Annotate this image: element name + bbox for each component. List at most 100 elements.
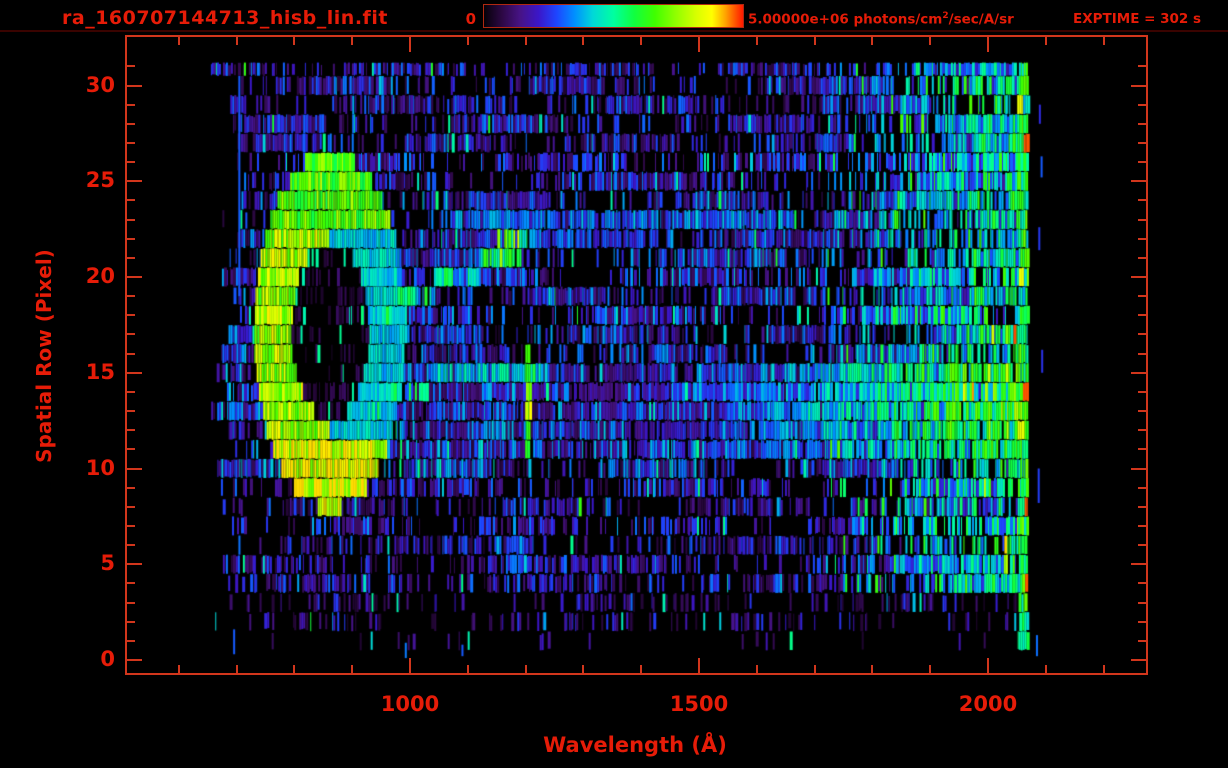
x-major-tick: [987, 658, 989, 673]
y-minor-tick: [127, 353, 135, 355]
y-minor-tick: [127, 123, 135, 125]
x-minor-tick: [467, 665, 469, 673]
y-minor-tick: [1138, 487, 1146, 489]
x-major-tick: [698, 658, 700, 673]
y-minor-tick: [127, 602, 135, 604]
x-minor-tick: [293, 665, 295, 673]
y-major-tick: [1131, 372, 1146, 374]
y-minor-tick: [127, 391, 135, 393]
x-tick-label: 1500: [669, 692, 729, 716]
y-minor-tick: [127, 333, 135, 335]
y-minor-tick: [1138, 314, 1146, 316]
y-minor-tick: [127, 506, 135, 508]
y-major-tick: [1131, 659, 1146, 661]
x-major-tick: [409, 658, 411, 673]
x-major-tick: [409, 37, 411, 52]
x-minor-tick: [756, 665, 758, 673]
y-minor-tick: [1138, 429, 1146, 431]
x-major-tick: [698, 37, 700, 52]
y-minor-tick: [127, 487, 135, 489]
x-minor-tick: [871, 37, 873, 45]
x-minor-tick: [1045, 37, 1047, 45]
plot-frame: [125, 35, 1148, 675]
y-major-tick: [127, 180, 142, 182]
x-axis-title: Wavelength (Å): [543, 733, 727, 757]
x-minor-tick: [1045, 665, 1047, 673]
x-minor-tick: [756, 37, 758, 45]
y-major-tick: [127, 276, 142, 278]
y-minor-tick: [1138, 391, 1146, 393]
y-minor-tick: [1138, 219, 1146, 221]
x-minor-tick: [351, 37, 353, 45]
y-minor-tick: [127, 582, 135, 584]
y-tick-label: 0: [100, 647, 115, 671]
x-minor-tick: [351, 665, 353, 673]
x-minor-tick: [467, 37, 469, 45]
y-minor-tick: [127, 219, 135, 221]
x-minor-tick: [814, 665, 816, 673]
y-minor-tick: [127, 257, 135, 259]
y-minor-tick: [127, 104, 135, 106]
file-title: ra_160707144713_hisb_lin.fit: [62, 7, 388, 29]
y-minor-tick: [1138, 602, 1146, 604]
y-tick-label: 30: [85, 73, 115, 97]
y-major-tick: [127, 85, 142, 87]
x-minor-tick: [525, 37, 527, 45]
y-minor-tick: [1138, 640, 1146, 642]
y-axis-title: Spatial Row (Pixel): [32, 249, 56, 463]
y-minor-tick: [127, 314, 135, 316]
y-major-tick: [127, 563, 142, 565]
y-minor-tick: [1138, 104, 1146, 106]
colorbar-gradient: [483, 4, 744, 28]
y-minor-tick: [1138, 199, 1146, 201]
y-tick-label: 15: [85, 360, 115, 384]
x-minor-tick: [236, 37, 238, 45]
y-tick-label: 20: [85, 264, 115, 288]
x-minor-tick: [525, 665, 527, 673]
colorbar-max-label: 5.00000e+06 photons/cm2/sec/A/sr: [748, 11, 1014, 28]
x-major-tick: [987, 37, 989, 52]
y-major-tick: [127, 468, 142, 470]
y-major-tick: [127, 659, 142, 661]
x-minor-tick: [1103, 665, 1105, 673]
x-minor-tick: [640, 665, 642, 673]
y-minor-tick: [1138, 142, 1146, 144]
heatmap-canvas: [127, 37, 1146, 673]
x-minor-tick: [236, 665, 238, 673]
y-minor-tick: [127, 429, 135, 431]
x-tick-label: 1000: [380, 692, 440, 716]
y-minor-tick: [127, 199, 135, 201]
y-tick-label: 25: [85, 168, 115, 192]
y-minor-tick: [1138, 353, 1146, 355]
x-minor-tick: [178, 37, 180, 45]
exptime-label: EXPTIME = 302 s: [1073, 11, 1202, 27]
y-minor-tick: [127, 640, 135, 642]
y-minor-tick: [127, 621, 135, 623]
y-major-tick: [1131, 468, 1146, 470]
y-minor-tick: [127, 295, 135, 297]
y-minor-tick: [1138, 161, 1146, 163]
y-minor-tick: [1138, 582, 1146, 584]
y-minor-tick: [1138, 123, 1146, 125]
x-minor-tick: [582, 37, 584, 45]
colorbar-units-prefix: 5.00000e+06 photons/cm: [748, 11, 943, 28]
header-divider: [0, 30, 1228, 32]
y-minor-tick: [127, 410, 135, 412]
x-minor-tick: [582, 665, 584, 673]
colorbar-units-suffix: /sec/A/sr: [948, 11, 1014, 28]
y-major-tick: [1131, 563, 1146, 565]
x-minor-tick: [871, 665, 873, 673]
x-minor-tick: [293, 37, 295, 45]
y-tick-label: 10: [85, 456, 115, 480]
colorbar-units-exponent: 2: [942, 11, 949, 21]
y-minor-tick: [1138, 621, 1146, 623]
x-minor-tick: [929, 37, 931, 45]
y-major-tick: [1131, 180, 1146, 182]
y-minor-tick: [1138, 410, 1146, 412]
y-major-tick: [1131, 85, 1146, 87]
x-minor-tick: [640, 37, 642, 45]
y-minor-tick: [1138, 333, 1146, 335]
y-major-tick: [1131, 276, 1146, 278]
y-minor-tick: [1138, 448, 1146, 450]
